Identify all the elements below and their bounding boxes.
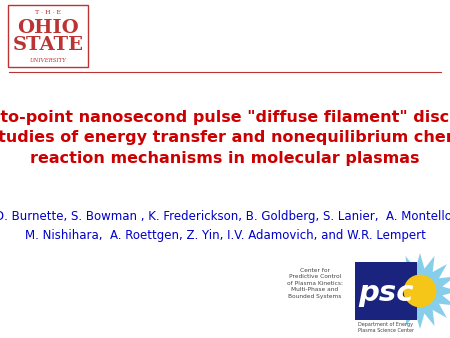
Text: UNIVERSITY: UNIVERSITY — [30, 57, 67, 63]
Text: D. Burnette, S. Bowman , K. Frederickson, B. Goldberg, S. Lanier,  A. Montello,
: D. Burnette, S. Bowman , K. Frederickson… — [0, 210, 450, 242]
Text: psc: psc — [358, 279, 414, 307]
Text: STATE: STATE — [13, 36, 84, 54]
Text: Center for
Predictive Control
of Plasma Kinetics:
Multi-Phase and
Bounded System: Center for Predictive Control of Plasma … — [287, 268, 343, 298]
Text: "Point-to-point nanosecond pulse "diffuse filament" discharges
for studies of en: "Point-to-point nanosecond pulse "diffus… — [0, 110, 450, 166]
Polygon shape — [382, 253, 450, 329]
Circle shape — [404, 274, 436, 308]
Bar — [355, 262, 417, 320]
Bar — [8, 5, 88, 67]
Text: Department of Energy
Plasma Science Center: Department of Energy Plasma Science Cent… — [358, 322, 414, 333]
Text: OHIO: OHIO — [17, 19, 79, 37]
Text: T · H · E: T · H · E — [35, 10, 61, 16]
